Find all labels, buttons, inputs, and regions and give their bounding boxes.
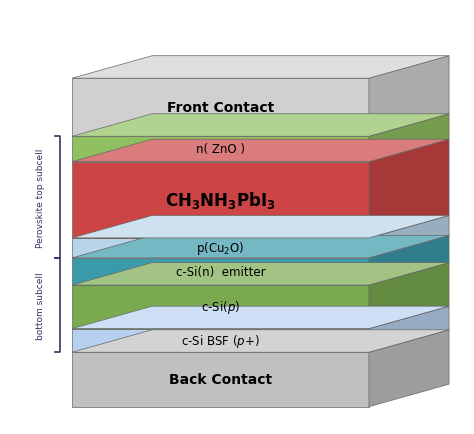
Polygon shape (72, 115, 449, 137)
Polygon shape (72, 236, 449, 258)
Text: c-Si(n)  emitter: c-Si(n) emitter (176, 265, 265, 278)
Polygon shape (369, 115, 449, 162)
Text: $\mathregular{CH_3NH_3PbI_3}$: $\mathregular{CH_3NH_3PbI_3}$ (165, 190, 276, 211)
Polygon shape (72, 330, 449, 352)
Polygon shape (369, 330, 449, 407)
Bar (72, 258, 369, 286)
Polygon shape (72, 56, 449, 79)
Polygon shape (72, 216, 449, 238)
Bar (72, 329, 369, 352)
Text: bottom subcell: bottom subcell (36, 272, 45, 339)
Bar (72, 79, 369, 137)
Bar (72, 238, 369, 258)
Text: Perovskite top subcell: Perovskite top subcell (36, 148, 45, 247)
Polygon shape (72, 306, 449, 329)
Polygon shape (369, 140, 449, 238)
Polygon shape (369, 236, 449, 286)
Polygon shape (369, 263, 449, 329)
Polygon shape (72, 140, 449, 162)
Text: Back Contact: Back Contact (169, 373, 272, 387)
Bar (72, 352, 369, 407)
Polygon shape (369, 216, 449, 258)
Text: $\mathregular{p(Cu_2O)}$: $\mathregular{p(Cu_2O)}$ (196, 240, 245, 257)
Polygon shape (369, 306, 449, 352)
Polygon shape (369, 56, 449, 137)
Text: c-Si BSF ($p$+): c-Si BSF ($p$+) (181, 332, 260, 349)
Bar (72, 137, 369, 162)
Text: Front Contact: Front Contact (167, 101, 274, 115)
Bar (72, 162, 369, 238)
Bar (72, 286, 369, 329)
Text: c-Si($p$): c-Si($p$) (201, 299, 240, 316)
Polygon shape (72, 263, 449, 286)
Text: n( ZnO ): n( ZnO ) (196, 143, 245, 156)
